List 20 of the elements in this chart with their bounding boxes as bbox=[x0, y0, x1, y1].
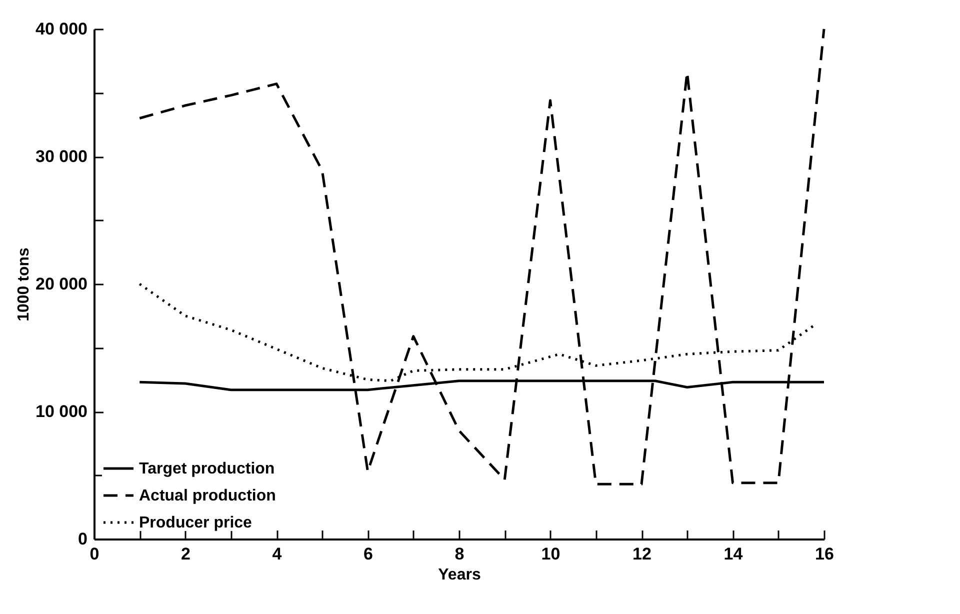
x-tick-label: 12 bbox=[632, 544, 652, 564]
legend-label: Producer price bbox=[139, 514, 252, 532]
legend-label: Actual production bbox=[139, 488, 276, 504]
y-axis-title: 1000 tons bbox=[16, 247, 33, 322]
y-tick-label: 10 000 bbox=[36, 402, 88, 421]
line-series bbox=[138, 28, 826, 486]
x-tick-label: 0 bbox=[90, 544, 100, 564]
x-axis-title: Years bbox=[438, 566, 481, 584]
y-tick-label: 30 000 bbox=[36, 147, 88, 166]
x-tick-label: 8 bbox=[454, 544, 464, 564]
x-tick-label: 2 bbox=[181, 544, 190, 564]
y-tick-label: 20 000 bbox=[36, 274, 88, 294]
y-tick-label: 0 bbox=[78, 530, 88, 548]
x-tick-label: 4 bbox=[272, 544, 282, 564]
x-tick-label: 14 bbox=[724, 544, 744, 564]
x-tick-label: 16 bbox=[815, 544, 834, 564]
x-tick-label: 6 bbox=[364, 544, 373, 564]
legend-label: Target production bbox=[139, 460, 275, 478]
x-tick-label: 10 bbox=[541, 544, 560, 564]
y-tick-label: 40 000 bbox=[36, 20, 88, 38]
